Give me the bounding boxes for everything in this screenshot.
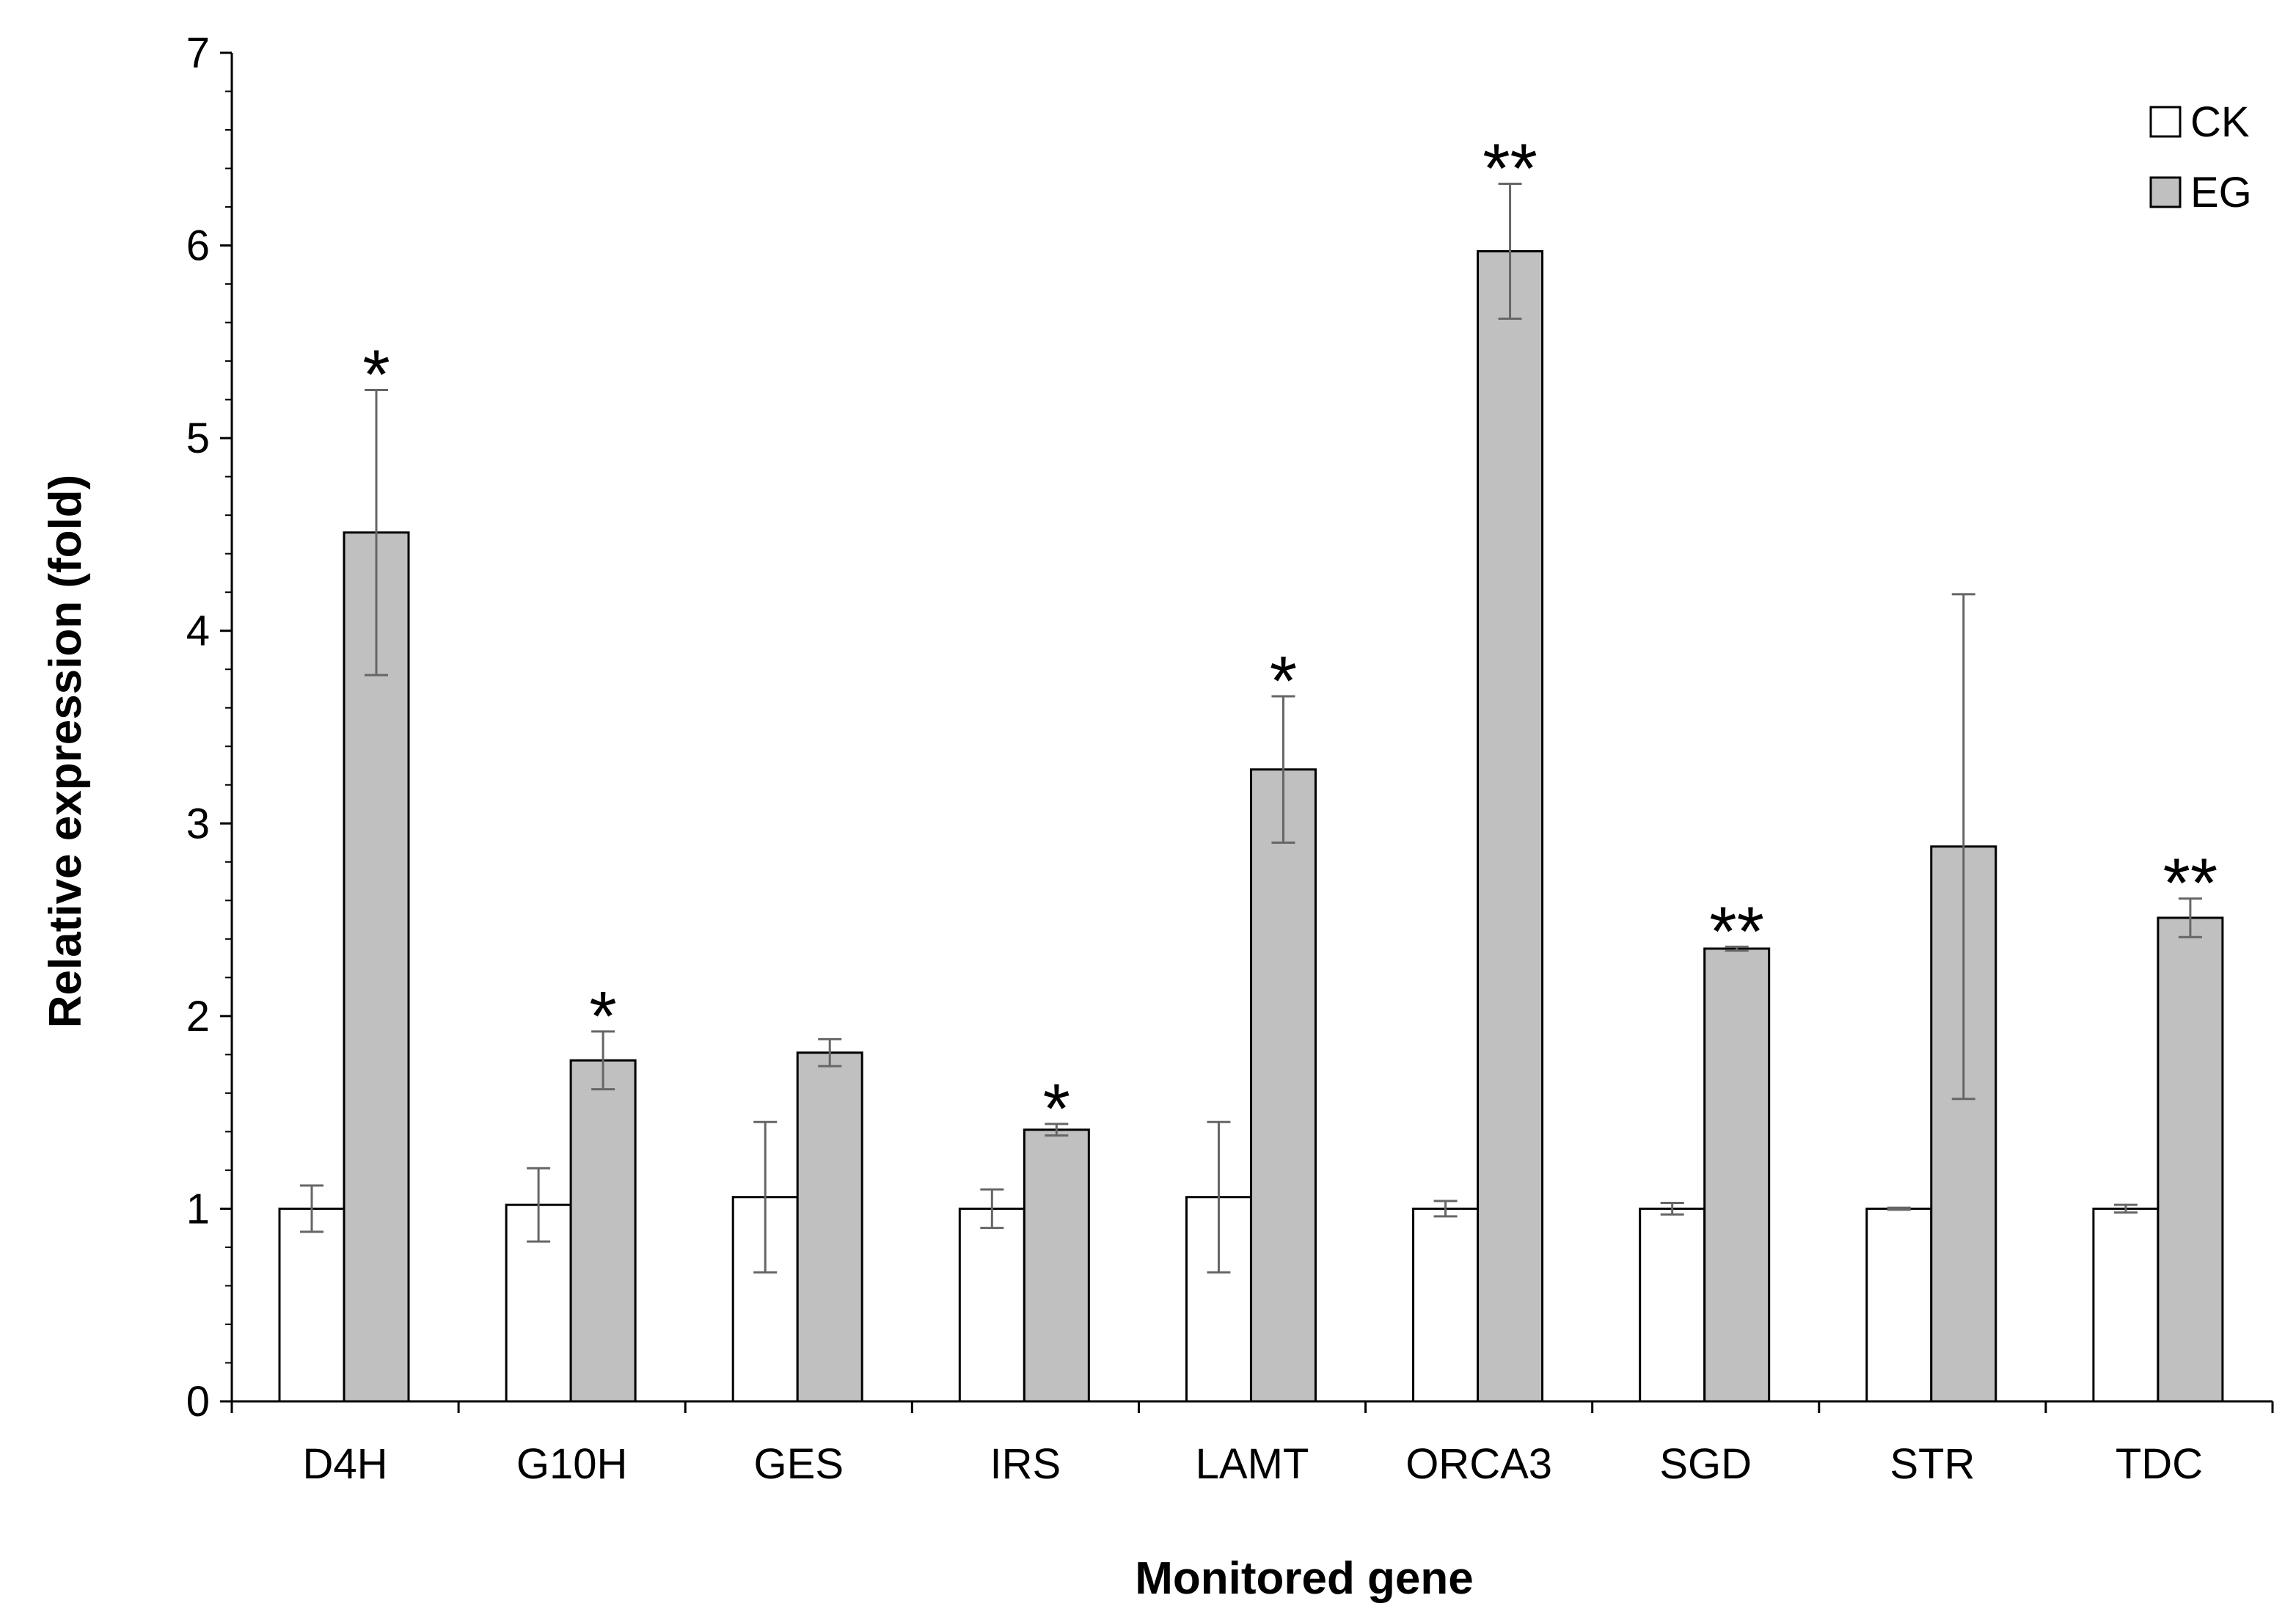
bar-eg (796, 1051, 863, 1403)
bar-ck (1412, 1207, 1480, 1403)
bar-eg (1703, 947, 1771, 1403)
y-tick-label: 3 (186, 800, 210, 847)
legend-swatch-ck (2149, 106, 2182, 138)
plot-area: 0 1 2 3 4 5 6 7 * D4H * G10H GES * IRS * LAMT ** ORCA3 ** SG… (186, 29, 2274, 1488)
bar-eg (343, 531, 410, 1403)
significance-marker: * (1270, 642, 1297, 720)
significance-marker: ** (1709, 892, 1764, 971)
y-tick-label: 5 (186, 415, 210, 462)
significance-marker: * (362, 336, 390, 415)
legend-label-ck: CK (2190, 98, 2250, 146)
x-tick-label: TDC (2116, 1440, 2203, 1488)
x-tick-label: IRS (990, 1440, 1061, 1488)
bar-ck (2092, 1207, 2160, 1403)
bar-eg (1023, 1128, 1090, 1403)
bar-ck (958, 1207, 1025, 1403)
significance-marker: ** (1482, 130, 1538, 208)
x-tick-label: D4H (303, 1440, 388, 1488)
x-tick-label: STR (1890, 1440, 1975, 1488)
bar-eg (569, 1059, 637, 1403)
significance-marker: * (1043, 1070, 1070, 1148)
y-tick-label: 7 (186, 29, 210, 77)
y-tick-label: 6 (186, 222, 210, 270)
significance-marker: ** (2163, 844, 2218, 923)
x-tick-label: GES (754, 1440, 844, 1488)
x-tick-label: G10H (516, 1440, 628, 1488)
y-tick-label: 4 (186, 608, 210, 655)
y-tick-label: 2 (186, 993, 210, 1040)
bar-ck (1865, 1207, 1933, 1403)
x-tick-label: SGD (1659, 1440, 1752, 1488)
bar-ck (1639, 1207, 1706, 1403)
x-tick-label: LAMT (1196, 1440, 1309, 1488)
y-tick-label: 1 (186, 1185, 210, 1233)
bar-eg (1249, 768, 1317, 1403)
legend: CK EG (2149, 98, 2252, 216)
y-tick-label: 0 (186, 1378, 210, 1426)
y-axis-title: Relative expression (fold) (40, 475, 91, 1029)
legend-label-eg: EG (2190, 169, 2252, 216)
significance-marker: * (589, 977, 616, 1056)
x-axis-title: Monitored gene (1135, 1553, 1474, 1604)
legend-swatch-eg (2149, 176, 2182, 208)
x-tick-label: ORCA3 (1405, 1440, 1552, 1488)
bar-eg (1477, 249, 1544, 1403)
bar-ck (278, 1207, 346, 1403)
bar-eg (2157, 916, 2224, 1403)
